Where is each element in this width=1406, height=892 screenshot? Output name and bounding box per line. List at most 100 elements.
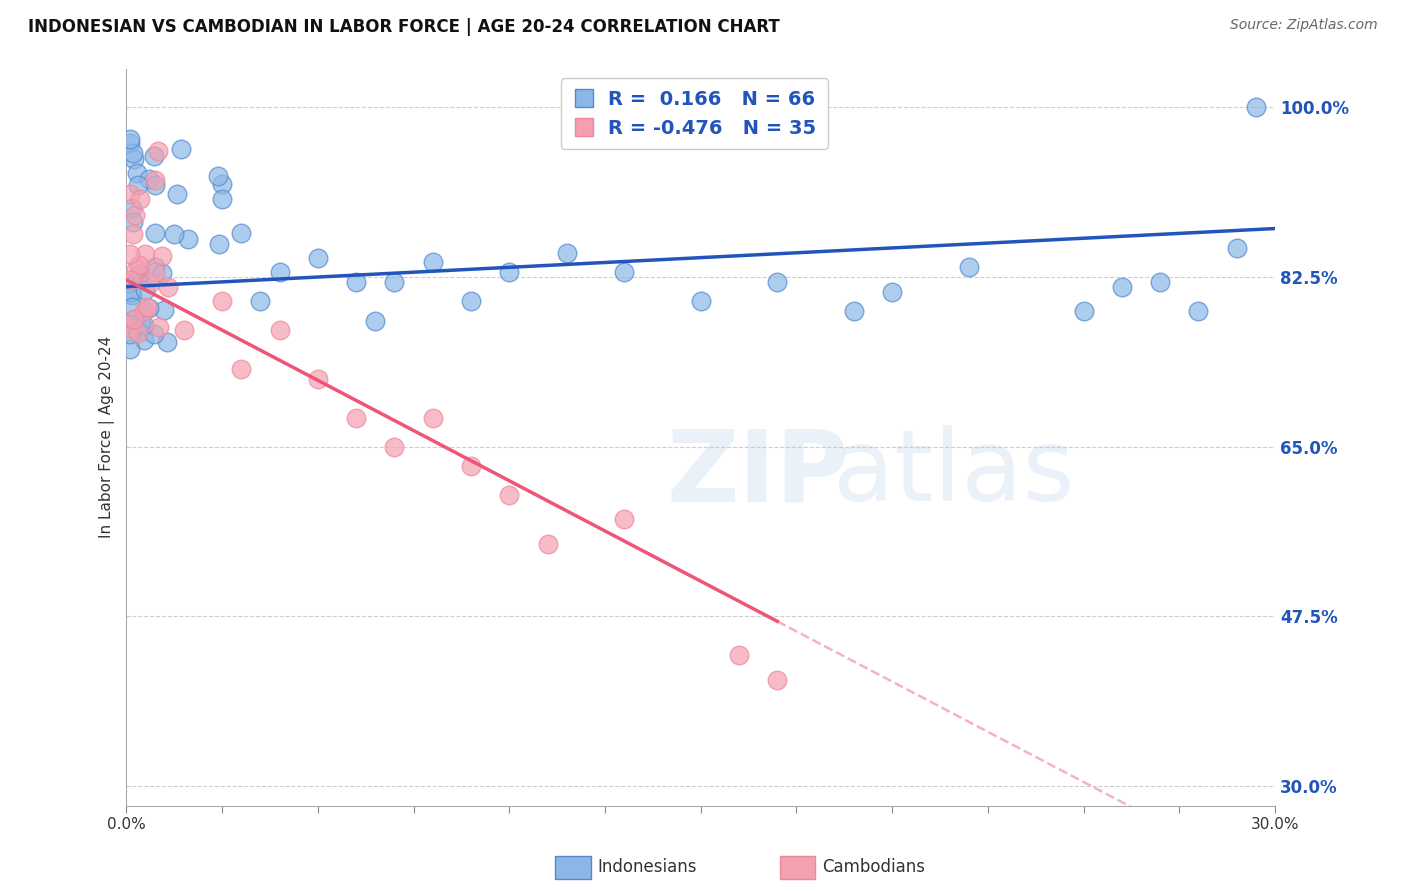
Point <box>127 326 149 340</box>
Point <box>157 280 180 294</box>
Point <box>498 265 520 279</box>
Point <box>134 247 156 261</box>
Point <box>156 335 179 350</box>
Text: Source: ZipAtlas.com: Source: ZipAtlas.com <box>1230 18 1378 32</box>
Point <box>1226 241 1249 255</box>
Point <box>177 232 200 246</box>
Point <box>689 294 711 309</box>
Point <box>143 173 166 187</box>
Point <box>146 144 169 158</box>
Point <box>1149 275 1171 289</box>
Point <box>249 294 271 309</box>
Point <box>842 304 865 318</box>
Point <box>766 275 789 289</box>
Point <box>125 273 148 287</box>
Y-axis label: In Labor Force | Age 20-24: In Labor Force | Age 20-24 <box>100 336 115 538</box>
Point <box>1111 279 1133 293</box>
Point <box>536 537 558 551</box>
Point <box>121 146 143 161</box>
Point <box>120 320 142 334</box>
Point <box>135 301 157 315</box>
Point <box>613 265 636 279</box>
Point <box>153 303 176 318</box>
Point <box>138 301 160 315</box>
Point <box>143 264 166 278</box>
Text: atlas: atlas <box>832 425 1074 523</box>
Point <box>121 215 143 229</box>
Point <box>211 294 233 309</box>
Point <box>125 166 148 180</box>
Point <box>766 673 789 687</box>
Point <box>1187 304 1209 318</box>
Point <box>269 265 291 279</box>
Text: ZIP: ZIP <box>666 425 849 523</box>
Point <box>384 440 406 454</box>
Point <box>143 326 166 341</box>
Point <box>307 372 329 386</box>
Point <box>148 320 170 334</box>
Point <box>120 136 142 150</box>
Point <box>134 283 156 297</box>
Point <box>211 178 233 192</box>
Point <box>882 285 904 299</box>
Point <box>128 258 150 272</box>
Point <box>166 187 188 202</box>
Point <box>1244 100 1267 114</box>
Point <box>231 362 253 376</box>
Point <box>122 312 145 326</box>
Point <box>422 255 444 269</box>
Point <box>127 324 149 338</box>
Point <box>121 227 143 241</box>
Point <box>498 488 520 502</box>
Point <box>120 326 142 341</box>
Point <box>121 301 143 315</box>
Point <box>173 324 195 338</box>
Point <box>120 246 142 260</box>
Point <box>127 178 149 193</box>
Point <box>422 410 444 425</box>
Text: INDONESIAN VS CAMBODIAN IN LABOR FORCE | AGE 20-24 CORRELATION CHART: INDONESIAN VS CAMBODIAN IN LABOR FORCE |… <box>28 18 780 36</box>
Point <box>120 285 142 299</box>
Point <box>120 187 142 202</box>
Point <box>129 267 152 281</box>
Point <box>134 303 156 318</box>
Point <box>129 192 152 206</box>
Point <box>138 171 160 186</box>
Point <box>307 251 329 265</box>
Text: Indonesians: Indonesians <box>598 858 697 876</box>
Point <box>208 237 231 252</box>
Point <box>134 318 156 332</box>
Legend: R =  0.166   N = 66, R = -0.476   N = 35: R = 0.166 N = 66, R = -0.476 N = 35 <box>561 78 828 149</box>
Point <box>957 260 980 275</box>
Point <box>132 333 155 347</box>
Point <box>344 410 367 425</box>
Point <box>364 314 387 328</box>
Point <box>460 294 482 309</box>
Point <box>124 262 146 277</box>
Point <box>1073 304 1095 318</box>
Point <box>121 287 143 301</box>
Point <box>120 272 142 286</box>
Point <box>122 312 145 326</box>
Point <box>613 512 636 526</box>
Point <box>170 142 193 156</box>
Point <box>129 317 152 331</box>
Point <box>139 277 162 291</box>
Text: Cambodians: Cambodians <box>823 858 925 876</box>
Point <box>121 202 143 216</box>
Point <box>460 459 482 474</box>
Point <box>207 169 229 183</box>
Point <box>150 266 173 280</box>
Point <box>555 245 578 260</box>
Point <box>344 275 367 289</box>
Point <box>269 323 291 337</box>
Point <box>143 226 166 240</box>
Point <box>384 275 406 289</box>
Point <box>122 152 145 166</box>
Point <box>145 260 167 274</box>
Point <box>728 648 751 663</box>
Point <box>124 208 146 222</box>
Point <box>211 192 233 206</box>
Point <box>143 149 166 163</box>
Point <box>231 227 253 241</box>
